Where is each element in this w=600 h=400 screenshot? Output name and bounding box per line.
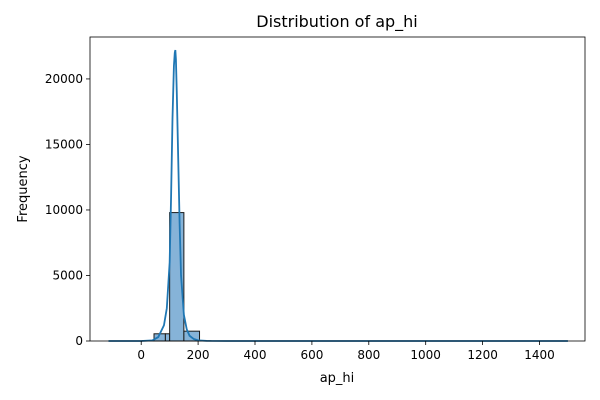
y-tick-label: 20000	[45, 72, 83, 86]
x-axis-label: ap_hi	[320, 371, 355, 386]
x-tick-label: 600	[300, 348, 323, 362]
y-tick-label: 0	[75, 334, 83, 348]
x-tick-label: 1200	[467, 348, 498, 362]
x-tick-label: 0	[137, 348, 145, 362]
x-axis: 0 200 400 600 800 1000 1200 1400	[137, 341, 555, 362]
chart-title: Distribution of ap_hi	[256, 12, 417, 32]
histogram-bar	[164, 333, 171, 342]
y-axis: 0 5000 10000 15000 20000	[45, 72, 90, 348]
y-axis-label: Frequency	[16, 155, 31, 222]
plot-frame	[89, 36, 586, 342]
x-tick-label: 200	[187, 348, 210, 362]
y-tick-label: 5000	[52, 268, 83, 282]
x-tick-label: 800	[357, 348, 380, 362]
y-tick-label: 15000	[45, 137, 83, 151]
x-tick-label: 1000	[410, 348, 441, 362]
x-tick-label: 400	[244, 348, 267, 362]
bars-group	[142, 212, 212, 342]
y-tick-label: 10000	[45, 203, 83, 217]
x-tick-label: 1400	[524, 348, 555, 362]
